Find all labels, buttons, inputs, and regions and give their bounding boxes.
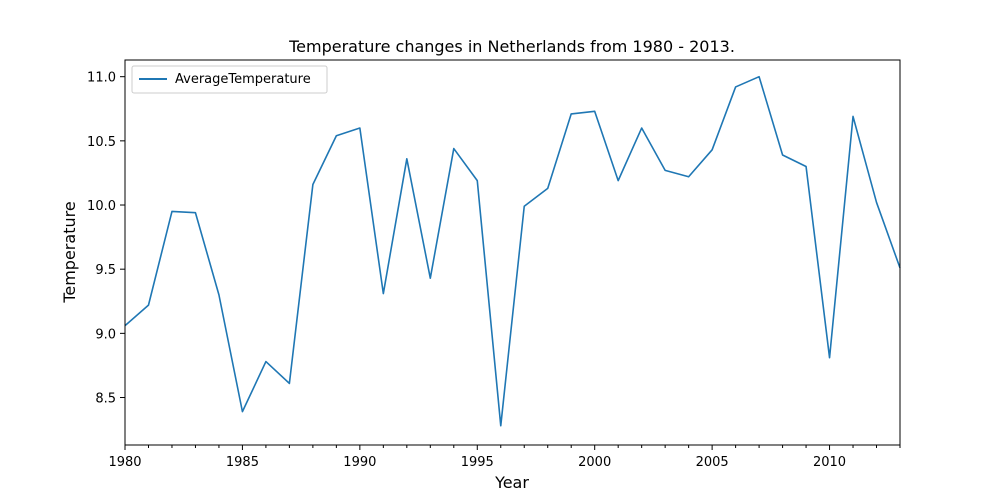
- y-tick-label: 9.5: [95, 263, 116, 278]
- data-point: [828, 357, 830, 359]
- plot-frame: [124, 59, 901, 446]
- x-tick-label: 2010: [813, 455, 846, 470]
- data-point: [171, 210, 173, 212]
- data-point: [359, 127, 361, 129]
- x-axis-label: Year: [494, 473, 529, 492]
- data-point: [476, 179, 478, 181]
- data-point: [453, 147, 455, 149]
- legend-label: AverageTemperature: [175, 72, 311, 87]
- chart-title: Temperature changes in Netherlands from …: [288, 37, 735, 56]
- data-point: [711, 149, 713, 151]
- data-point: [781, 154, 783, 156]
- x-tick-label: 1985: [226, 455, 259, 470]
- data-point: [147, 304, 149, 306]
- data-point: [265, 360, 267, 362]
- y-axis-label: Temperature: [60, 201, 79, 303]
- x-tick-label: 1995: [461, 455, 494, 470]
- data-point: [570, 113, 572, 115]
- y-tick-label: 9.0: [95, 327, 116, 342]
- x-tick-label: 1990: [343, 455, 376, 470]
- legend-box: [131, 65, 328, 94]
- x-tick-label: 2000: [578, 455, 611, 470]
- data-point: [241, 410, 243, 412]
- data-point: [852, 115, 854, 117]
- data-point: [382, 292, 384, 294]
- data-point: [523, 205, 525, 207]
- data-point: [288, 382, 290, 384]
- y-tick-label: 11.0: [87, 71, 116, 86]
- y-tick-label: 10.0: [87, 199, 116, 214]
- data-point: [429, 277, 431, 279]
- data-point: [664, 169, 666, 171]
- data-point: [312, 183, 314, 185]
- x-tick-label: 2005: [696, 455, 729, 470]
- data-point: [617, 179, 619, 181]
- data-point: [406, 158, 408, 160]
- data-point: [500, 425, 502, 427]
- data-point: [734, 86, 736, 88]
- data-point: [335, 135, 337, 137]
- data-point: [758, 75, 760, 77]
- data-point: [218, 294, 220, 296]
- data-point: [640, 127, 642, 129]
- x-tick-label: 1980: [108, 455, 141, 470]
- series-line-0: [124, 75, 901, 427]
- data-point: [805, 165, 807, 167]
- y-tick-label: 8.5: [95, 392, 116, 407]
- data-point: [687, 176, 689, 178]
- data-point: [547, 187, 549, 189]
- data-point: [875, 201, 877, 203]
- y-tick-label: 10.5: [87, 135, 116, 150]
- data-point: [594, 110, 596, 112]
- legend: AverageTemperature: [131, 65, 328, 94]
- data-point: [194, 212, 196, 214]
